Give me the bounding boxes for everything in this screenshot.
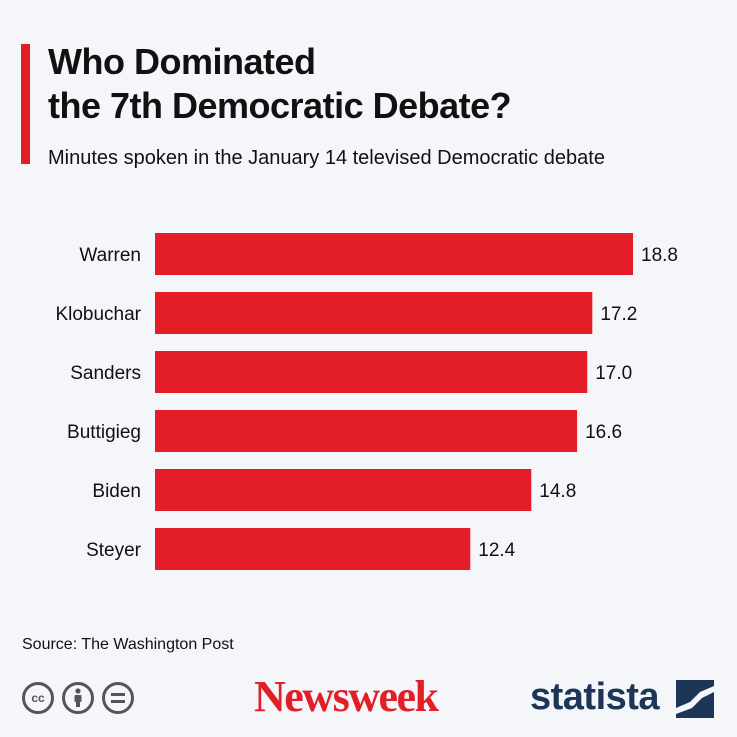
- bar-sanders: [155, 351, 588, 393]
- newsweek-logo: Newsweek: [254, 672, 439, 721]
- license-icons: cc: [22, 682, 134, 714]
- category-label-steyer: Steyer: [86, 540, 142, 561]
- value-label-klobuchar: 17.2: [600, 304, 637, 325]
- category-label-klobuchar: Klobuchar: [55, 304, 141, 325]
- cc-icon: cc: [22, 682, 54, 714]
- value-label-sanders: 17.0: [595, 363, 632, 384]
- source-note: Source: The Washington Post: [22, 636, 234, 653]
- chart-title: Who Dominated the 7th Democratic Debate?: [48, 40, 708, 128]
- statista-mark-icon: [676, 680, 714, 718]
- bar-biden: [155, 469, 532, 511]
- attribution-icon: [62, 682, 94, 714]
- value-label-warren: 18.8: [641, 245, 678, 266]
- value-label-steyer: 12.4: [478, 540, 515, 561]
- chart-subtitle: Minutes spoken in the January 14 televis…: [48, 147, 605, 169]
- value-label-buttigieg: 16.6: [585, 422, 622, 443]
- category-label-sanders: Sanders: [70, 363, 141, 384]
- category-label-biden: Biden: [92, 481, 141, 502]
- statista-logo: statista: [530, 676, 660, 718]
- title-line-2: the 7th Democratic Debate?: [48, 85, 512, 126]
- no-derivatives-icon: [102, 682, 134, 714]
- title-accent-bar: [21, 44, 30, 164]
- person-glyph: [74, 688, 82, 707]
- category-label-warren: Warren: [79, 245, 141, 266]
- bar-buttigieg: [155, 410, 578, 452]
- category-label-buttigieg: Buttigieg: [67, 422, 141, 443]
- bar-warren: [155, 233, 633, 275]
- bar-steyer: [155, 528, 471, 570]
- equals-glyph: [111, 693, 125, 703]
- title-line-1: Who Dominated: [48, 41, 316, 82]
- bar-klobuchar: [155, 292, 593, 334]
- value-label-biden: 14.8: [539, 481, 576, 502]
- bar-chart: Warren 18.8 Klobuchar 17.2 Sanders 17.0 Buttig…: [55, 233, 678, 570]
